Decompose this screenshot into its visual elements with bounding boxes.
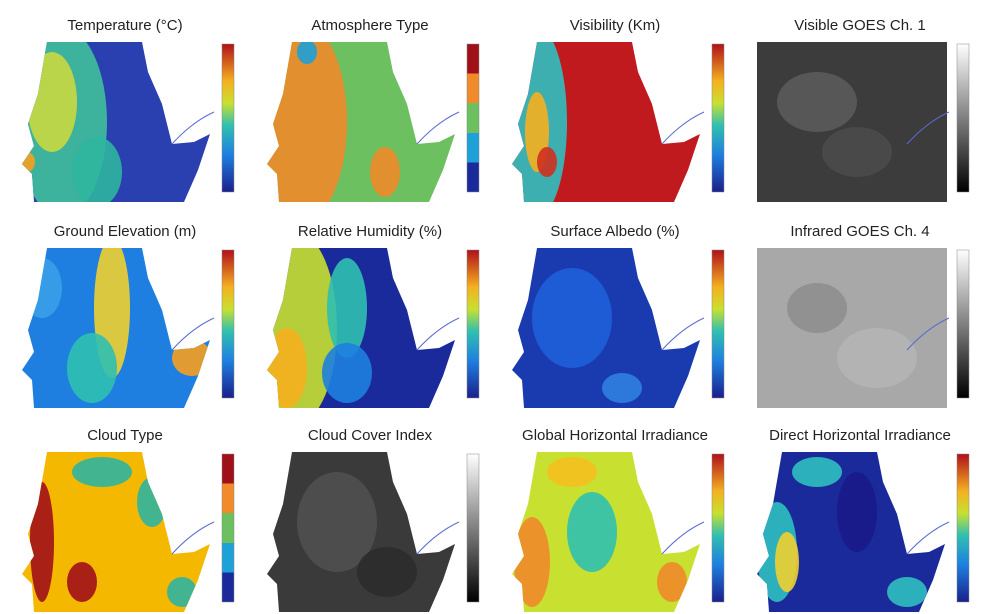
map-region xyxy=(357,547,417,597)
map-region xyxy=(27,52,77,152)
map-background xyxy=(757,42,947,202)
map-region xyxy=(322,343,372,403)
map-panel: Infrared GOES Ch. 4 xyxy=(757,223,969,408)
map-panel: Cloud Type xyxy=(22,427,234,612)
colorbar xyxy=(712,44,724,192)
map-region xyxy=(777,72,857,132)
map-panel: Global Horizontal Irradiance xyxy=(512,427,724,612)
panel-title: Atmosphere Type xyxy=(311,17,428,34)
map-panel: Visible GOES Ch. 1 xyxy=(757,17,969,202)
map-region xyxy=(19,152,35,172)
map-background xyxy=(757,248,947,408)
map xyxy=(757,248,949,408)
map-region xyxy=(792,457,842,487)
map-region xyxy=(567,492,617,572)
panel-title: Ground Elevation (m) xyxy=(54,223,197,240)
colorbar xyxy=(712,454,724,602)
panel-title: Direct Horizontal Irradiance xyxy=(769,427,951,444)
panel-title: Infrared GOES Ch. 4 xyxy=(790,223,929,240)
map-region xyxy=(72,457,132,487)
map xyxy=(512,452,704,612)
map xyxy=(757,42,949,202)
panel-title: Temperature (°C) xyxy=(67,17,182,34)
panel-title: Global Horizontal Irradiance xyxy=(522,427,708,444)
map-region xyxy=(167,577,197,607)
panel-title: Visible GOES Ch. 1 xyxy=(794,17,925,34)
map-region xyxy=(370,147,400,197)
map-panel: Visibility (Km) xyxy=(507,17,724,217)
map-region xyxy=(537,147,557,177)
map-region xyxy=(837,328,917,388)
map xyxy=(257,233,459,423)
map-region xyxy=(775,532,799,592)
map-region xyxy=(837,472,877,552)
map xyxy=(267,452,459,612)
colorbar xyxy=(222,250,234,398)
map-features xyxy=(507,27,567,217)
colorbar xyxy=(957,250,969,398)
panel-title: Cloud Type xyxy=(87,427,163,444)
colorbar xyxy=(467,250,479,398)
panel-title: Relative Humidity (%) xyxy=(298,223,442,240)
map-region xyxy=(297,40,317,64)
map-region xyxy=(547,457,597,487)
map-panel: Surface Albedo (%) xyxy=(512,223,724,408)
map xyxy=(257,22,459,222)
map-region xyxy=(657,562,687,602)
map xyxy=(22,238,214,408)
map-region xyxy=(787,283,847,333)
panel-title: Visibility (Km) xyxy=(570,17,661,34)
map-region xyxy=(887,577,927,607)
map-region xyxy=(822,127,892,177)
colorbar xyxy=(712,250,724,398)
map-panel: Temperature (°C) xyxy=(17,17,234,217)
colorbar xyxy=(467,454,479,602)
map-region xyxy=(602,373,642,403)
colorbar xyxy=(467,44,479,192)
map xyxy=(507,27,704,217)
colorbar xyxy=(957,454,969,602)
map-panel: Direct Horizontal Irradiance xyxy=(757,427,969,612)
map xyxy=(512,248,704,408)
map-region xyxy=(514,517,550,607)
map-region xyxy=(172,340,212,376)
map-region xyxy=(72,137,122,207)
map xyxy=(757,452,949,612)
map xyxy=(22,452,214,612)
panel-title: Surface Albedo (%) xyxy=(550,223,679,240)
map-region xyxy=(532,268,612,368)
map-region xyxy=(67,562,97,602)
map-region xyxy=(67,333,117,403)
map-panel: Cloud Cover Index xyxy=(267,427,479,612)
map-region xyxy=(30,482,54,602)
panel-title: Cloud Cover Index xyxy=(308,427,433,444)
map-panel: Ground Elevation (m) xyxy=(22,223,234,408)
map-panel: Atmosphere Type xyxy=(257,17,479,222)
colorbar xyxy=(222,454,234,602)
map-region xyxy=(267,328,307,408)
map-region xyxy=(137,477,167,527)
map-panel: Relative Humidity (%) xyxy=(257,223,479,423)
colorbar xyxy=(222,44,234,192)
map-region xyxy=(22,258,62,318)
colorbar xyxy=(957,44,969,192)
figure: Temperature (°C) Atmosphere Type Visibilit… xyxy=(0,0,981,614)
map xyxy=(17,27,214,217)
